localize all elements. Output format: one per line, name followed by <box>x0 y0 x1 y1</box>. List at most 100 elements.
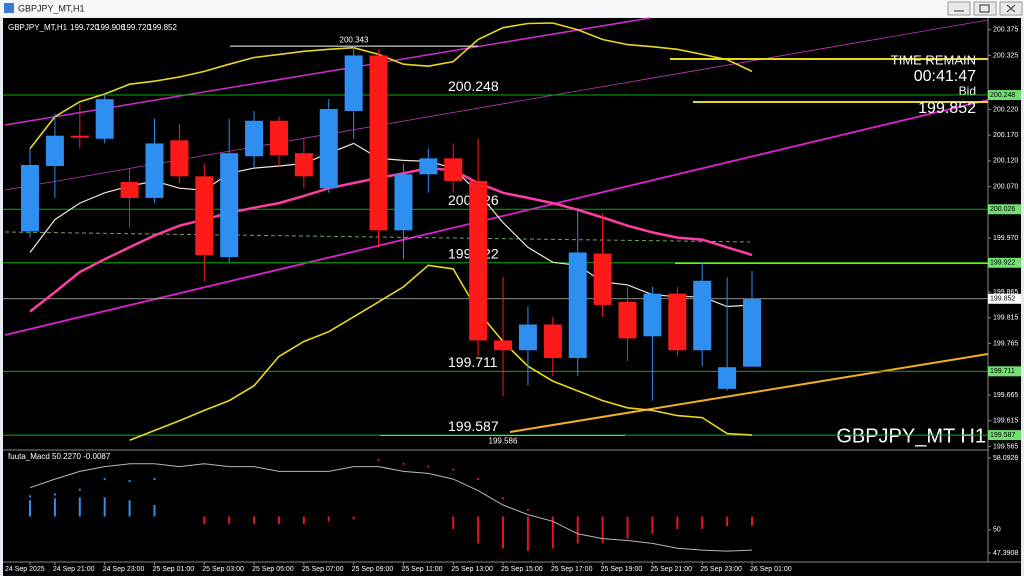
dashed-line <box>4 231 751 243</box>
level-label: 200.248 <box>448 78 499 94</box>
y-tick-label: 200.120 <box>993 158 1018 165</box>
candle-body <box>95 99 114 139</box>
candle-body <box>469 180 488 341</box>
sub-y-tick-label: 58.0928 <box>993 455 1018 462</box>
candle-body <box>693 280 712 351</box>
x-tick-label: 25 Sep 13:00 <box>451 566 493 573</box>
signal-dot <box>128 480 131 483</box>
signal-dot <box>576 518 579 521</box>
level-price-label: 200.026 <box>990 206 1015 213</box>
y-tick-label: 199.615 <box>993 418 1018 425</box>
bid-price-label: 199.852 <box>990 296 1015 303</box>
signal-dot <box>651 520 654 523</box>
candle-body <box>21 165 39 232</box>
low-mark-label: 199.586 <box>489 437 518 446</box>
y-tick-label: 200.220 <box>993 106 1018 113</box>
candle-body <box>220 153 239 258</box>
x-tick-label: 24 Sep 2025 <box>5 566 45 573</box>
ohlc-close: 199.852 <box>148 23 177 32</box>
symbol-watermark: GBPJPY_MT H1 <box>836 425 986 447</box>
level-price-box <box>988 257 1021 268</box>
close-icon <box>1006 4 1016 13</box>
signal-dot <box>502 497 505 500</box>
signal-dot <box>452 468 455 471</box>
candle-body <box>319 108 338 189</box>
indicator-line <box>29 166 753 313</box>
bid-label: Bid <box>959 84 976 98</box>
signal-dot <box>526 508 529 511</box>
level-price-box <box>988 430 1021 441</box>
signal-dot <box>29 495 31 498</box>
y-tick-label: 199.565 <box>993 443 1018 450</box>
channel-line <box>4 99 989 336</box>
candle-body <box>344 55 363 112</box>
indicator-line <box>129 264 753 442</box>
signal-dot <box>676 520 679 523</box>
candle-body <box>195 176 214 256</box>
level-price-box <box>988 366 1021 377</box>
app-icon <box>4 3 14 13</box>
candle-body <box>45 135 64 167</box>
x-tick-label: 25 Sep 23:00 <box>700 566 742 573</box>
candle-body <box>419 158 438 175</box>
channel-line <box>4 19 989 191</box>
candle-body <box>369 55 388 231</box>
sub-y-tick-label: 50 <box>993 527 1001 534</box>
minimize-button[interactable] <box>947 1 971 16</box>
symbol-label: GBPJPY_MT,H1 <box>8 23 68 32</box>
time-remain: 00:41:47 <box>914 68 976 85</box>
candle-body <box>245 120 264 157</box>
signal-dot <box>427 465 430 468</box>
subchart-title: fuuta_Macd 50.2270 -0.0087 <box>8 452 111 461</box>
level-price-box <box>988 90 1021 101</box>
signal-dot <box>103 478 106 481</box>
candle-body <box>294 153 313 177</box>
y-tick-label: 199.815 <box>993 315 1018 322</box>
candle-body <box>120 181 139 198</box>
level-price-box <box>988 204 1021 215</box>
time-remain-label: TIME REMAIN <box>891 52 976 67</box>
high-mark-label: 200.343 <box>340 35 369 44</box>
candle-body <box>668 293 687 351</box>
signal-dot <box>53 493 56 496</box>
macd-line <box>29 463 753 552</box>
signal-dot <box>477 478 480 481</box>
ohlc-low: 199.720 <box>122 23 151 32</box>
y-tick-label: 200.325 <box>993 52 1018 59</box>
level-label: 199.711 <box>448 354 498 370</box>
ohlc-high: 199.906 <box>96 23 125 32</box>
x-tick-label: 25 Sep 05:00 <box>252 566 294 573</box>
candle-body <box>568 252 587 358</box>
bid-price-box <box>988 293 1021 304</box>
candle-body <box>643 293 662 337</box>
level-price-label: 200.248 <box>990 92 1015 99</box>
trend-line <box>509 353 989 433</box>
title-bar <box>0 0 1024 17</box>
level-price-label: 199.922 <box>990 260 1015 267</box>
signal-dot <box>726 519 729 522</box>
maximize-button[interactable] <box>973 1 997 16</box>
signal-dot <box>377 458 380 461</box>
signal-dot <box>551 516 554 519</box>
signal-dot <box>402 462 405 465</box>
maximize-icon <box>979 4 990 13</box>
x-tick-label: 25 Sep 11:00 <box>401 566 442 573</box>
candle-body <box>718 367 737 389</box>
chart-background <box>3 18 1021 576</box>
y-tick-label: 199.665 <box>993 392 1018 399</box>
level-price-label: 199.587 <box>990 432 1015 439</box>
y-tick-label: 200.070 <box>993 183 1018 190</box>
indicator-line <box>29 22 753 150</box>
x-tick-label: 25 Sep 21:00 <box>650 566 692 573</box>
x-tick-label: 25 Sep 15:00 <box>501 566 543 573</box>
x-tick-label: 25 Sep 09:00 <box>352 566 394 573</box>
candle-body <box>593 253 612 305</box>
y-tick-label: 199.865 <box>993 289 1018 296</box>
signal-dot <box>153 478 156 481</box>
level-price-label: 199.711 <box>990 368 1015 375</box>
candle-body <box>444 158 463 181</box>
candle-body <box>618 301 637 339</box>
candle-body <box>743 298 761 367</box>
